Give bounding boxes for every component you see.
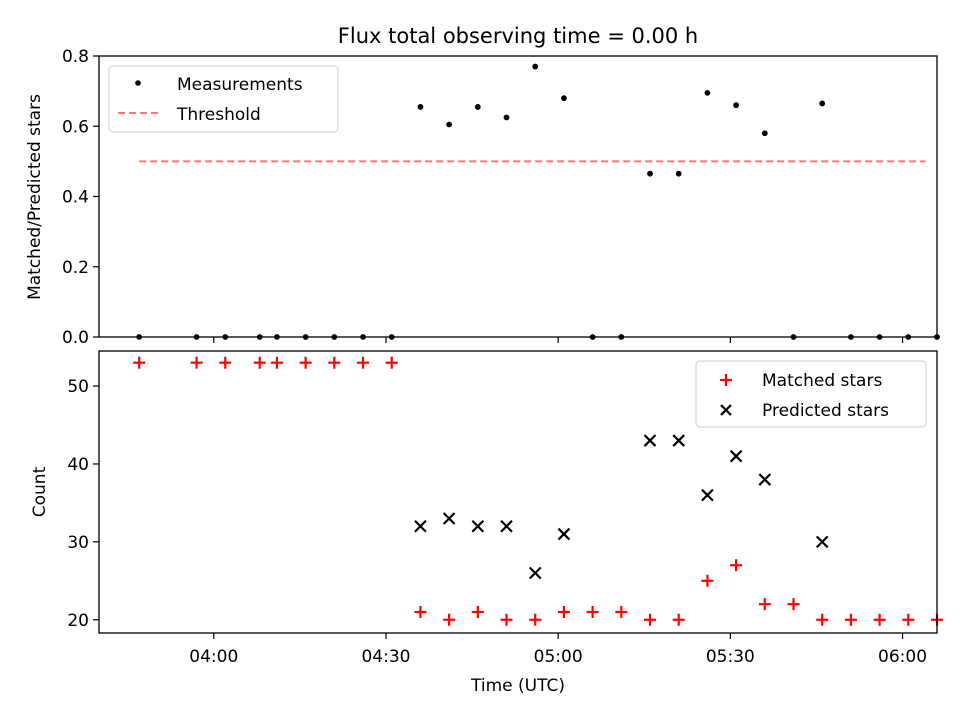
matched-star-point (270, 356, 283, 369)
measurement-point (733, 102, 740, 109)
ratio-y-tick-label: 0.8 (62, 47, 89, 67)
matched-star-point (844, 613, 857, 626)
matched-star-point (500, 613, 513, 626)
time-x-tick-label: 05:30 (706, 647, 755, 667)
measurement-point (532, 63, 539, 70)
time-x-tick-label: 04:00 (189, 647, 238, 667)
matched-star-point (586, 605, 599, 618)
matched-star-point (253, 356, 266, 369)
matched-star-point (672, 613, 685, 626)
count-y-tick-label: 40 (67, 455, 89, 475)
count-y-axis: 20 30 40 50 (67, 377, 99, 631)
legend-matched-label: Matched stars (762, 371, 882, 391)
legend-measurements-label: Measurements (177, 75, 303, 95)
time-x-tick-label: 05:00 (534, 647, 583, 667)
matched-star-point (443, 613, 456, 626)
matched-star-point (816, 613, 829, 626)
ratio-x-ticks (213, 337, 904, 343)
count-y-axis-label: Count (30, 466, 50, 517)
legend-measurements-marker (135, 80, 141, 86)
time-x-tick-label: 06:00 (878, 647, 927, 667)
measurement-point (503, 114, 510, 121)
count-y-tick-label: 30 (67, 533, 89, 553)
ratio-y-tick-label: 0.6 (62, 117, 89, 137)
predicted-star-point (442, 512, 456, 525)
matched-star-point (758, 598, 771, 611)
count-plot-frame (98, 350, 938, 634)
time-x-axis: 04:00 04:30 05:00 05:30 06:00 (189, 633, 927, 667)
measurement-point (675, 170, 682, 177)
chart-title: Flux total observing time = 0.00 h (338, 24, 698, 48)
matched-star-point (328, 356, 341, 369)
matched-star-point (529, 613, 542, 626)
matched-star-point (557, 605, 570, 618)
matched-star-point (615, 605, 628, 618)
count-marks (133, 356, 943, 626)
measurement-point (446, 121, 453, 128)
measurement-point (647, 170, 653, 177)
measurement-point (704, 89, 711, 96)
predicted-star-point (758, 473, 772, 486)
matched-star-point (644, 613, 657, 626)
measurement-point (761, 130, 768, 137)
legend-matched-marker (720, 374, 732, 386)
predicted-star-point (672, 434, 685, 447)
legend-predicted-marker (720, 404, 732, 416)
ratio-y-axis: 0.0 0.2 0.4 0.6 0.8 (62, 47, 99, 348)
matched-star-point (385, 356, 398, 369)
predicted-star-point (701, 488, 714, 502)
ratio-y-tick-label: 0.2 (62, 258, 89, 278)
time-x-axis-label: Time (UTC) (470, 676, 565, 696)
predicted-star-point (643, 434, 657, 447)
matched-star-point (190, 356, 203, 369)
measurement-point (417, 104, 424, 110)
ratio-legend: Measurements Threshold (108, 65, 339, 133)
time-x-tick-label: 04:30 (361, 647, 410, 667)
matched-star-point (414, 605, 427, 618)
predicted-star-point (500, 519, 513, 533)
matched-star-point (357, 356, 370, 369)
matched-star-point (701, 574, 714, 587)
matched-star-point (787, 598, 800, 611)
predicted-star-point (557, 527, 571, 541)
count-y-tick-label: 50 (67, 377, 89, 397)
legend-threshold-label: Threshold (176, 105, 261, 125)
ratio-plot: 0.00.20.40.60.8 Matched/Predicted stars … (25, 47, 940, 348)
matched-star-point (219, 356, 232, 369)
ratio-y-axis-label: Matched/Predicted stars (25, 94, 45, 300)
measurement-point (474, 104, 481, 110)
ratio-legend-box (108, 65, 339, 133)
measurement-point (561, 95, 567, 102)
measurement-point (819, 100, 826, 107)
matched-star-point (730, 559, 743, 572)
matched-star-point (299, 356, 312, 369)
predicted-star-point (729, 449, 743, 463)
count-legend-box (695, 360, 927, 428)
matched-star-point (873, 613, 886, 626)
ratio-y-tick-label: 0.0 (62, 328, 89, 348)
predicted-star-point (815, 535, 829, 549)
predicted-star-point (471, 519, 485, 533)
count-y-tick-label: 20 (67, 611, 89, 631)
matched-star-point (902, 613, 915, 626)
matched-star-point (133, 356, 146, 369)
legend-predicted-label: Predicted stars (762, 401, 889, 421)
count-plot: 20 30 40 50 04:00 04:30 05:00 05:30 06:00 Count… (30, 350, 943, 696)
ratio-y-tick-label: 0.4 (62, 188, 89, 208)
count-legend: Matched stars Predicted stars (695, 360, 927, 428)
predicted-star-point (528, 566, 542, 580)
matched-star-point (471, 605, 484, 618)
predicted-star-point (414, 519, 427, 533)
